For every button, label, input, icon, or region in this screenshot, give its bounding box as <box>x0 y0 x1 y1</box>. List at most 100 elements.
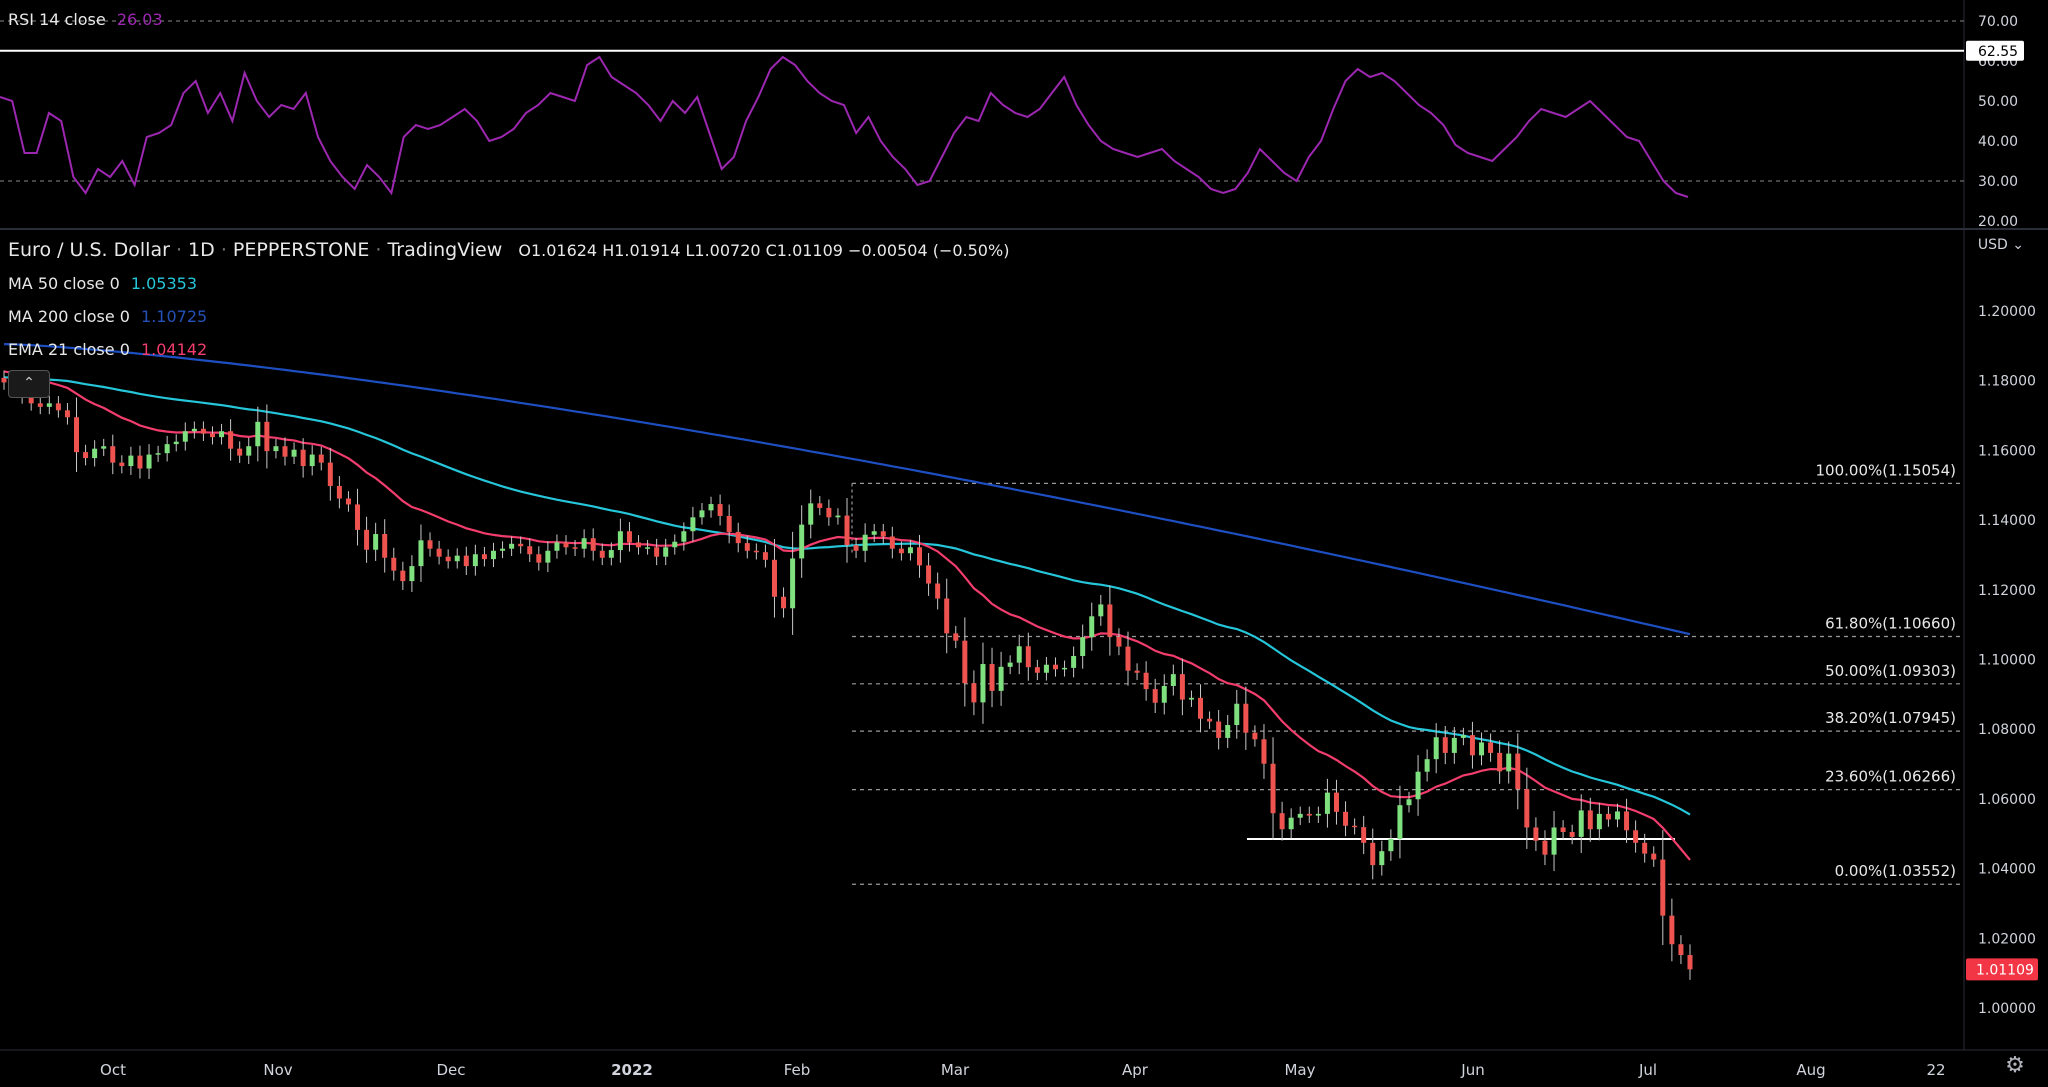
candle <box>1497 740 1503 784</box>
candle-body-down <box>1515 753 1521 790</box>
candle <box>1406 791 1412 813</box>
candle <box>309 445 315 476</box>
candle <box>762 544 768 568</box>
candle-body-up <box>1578 810 1584 837</box>
currency-selector[interactable]: USD ⌄ <box>1978 237 2024 253</box>
candle <box>1678 935 1684 965</box>
candle <box>1596 802 1602 841</box>
candle <box>1179 658 1185 716</box>
candle-body-down <box>717 504 723 516</box>
candle <box>645 539 651 555</box>
candle-body-up <box>1324 792 1330 814</box>
candle-body-down <box>1 377 7 383</box>
candle-body-down <box>37 403 43 407</box>
candle-body-down <box>110 446 116 463</box>
ema21-legend[interactable]: EMA 21 close 0 1.04142 <box>8 340 207 359</box>
candle <box>980 642 986 724</box>
candle <box>355 488 361 546</box>
candle-body-up <box>500 548 506 551</box>
candle <box>1614 803 1620 828</box>
candle <box>1515 733 1521 810</box>
candle <box>989 647 995 708</box>
candle-body-up <box>454 555 460 562</box>
time-tick-label: Oct <box>100 1061 126 1079</box>
candle-body-down <box>735 531 741 544</box>
ma50-legend-name: MA 50 close 0 <box>8 274 120 293</box>
candle-body-up <box>690 517 696 532</box>
candle <box>1479 732 1485 766</box>
candle <box>1560 820 1566 840</box>
candle-body-up <box>1234 703 1240 726</box>
candle-body-up <box>1170 674 1176 686</box>
candle <box>327 447 333 501</box>
candle-body-up <box>1614 811 1620 820</box>
symbol-legend[interactable]: Euro / U.S. Dollar · 1D · PEPPERSTONE · … <box>8 239 1010 261</box>
candle-body-down <box>1270 763 1276 814</box>
candle <box>164 435 170 462</box>
candle <box>735 522 741 553</box>
candle-body-down <box>427 540 433 549</box>
candle-body-down <box>391 557 397 571</box>
candle <box>998 651 1004 706</box>
candle <box>1143 661 1149 701</box>
time-tick-label: Dec <box>436 1061 465 1079</box>
candle <box>1642 833 1648 863</box>
candle <box>173 434 179 452</box>
candle <box>1397 785 1403 859</box>
settings-gear-icon[interactable]: ⚙ <box>2005 1053 2025 1078</box>
candle <box>1524 767 1530 849</box>
candle-body-up <box>1433 737 1439 760</box>
candle <box>137 445 143 479</box>
candle-body-up <box>1424 759 1430 772</box>
candle <box>1569 824 1575 845</box>
candle <box>781 587 787 618</box>
candle-body-up <box>998 666 1004 691</box>
candle <box>1388 829 1394 861</box>
candle <box>1025 632 1031 681</box>
candle-body-down <box>1442 737 1448 753</box>
candle <box>608 542 614 566</box>
candle <box>527 538 533 563</box>
candle-body-up <box>409 566 415 582</box>
candle <box>200 421 206 441</box>
candle-body-down <box>1252 732 1258 740</box>
candle-body-down <box>1633 830 1639 843</box>
candle-body-down <box>1333 792 1339 812</box>
candle <box>889 526 895 559</box>
candle-body-down <box>364 529 370 550</box>
candle <box>1252 725 1258 747</box>
collapse-legend-button[interactable]: ⌃ <box>8 370 50 398</box>
candle <box>699 503 705 525</box>
rsi-legend[interactable]: RSI 14 close 26.03 <box>8 10 163 29</box>
rsi-series-path <box>0 55 1689 198</box>
candle-body-down <box>1152 689 1158 703</box>
currency-label: USD <box>1977 237 2008 253</box>
candle <box>1071 646 1077 678</box>
candle-body-up <box>1397 805 1403 839</box>
candle <box>1633 820 1639 853</box>
candle <box>898 541 904 561</box>
candle-body-up <box>907 547 913 554</box>
ma50-legend[interactable]: MA 50 close 0 1.05353 <box>8 274 197 293</box>
candle <box>1107 585 1113 656</box>
candle <box>110 434 116 475</box>
candle <box>907 539 913 561</box>
candle <box>445 549 451 569</box>
price-tick-label: 1.04000 <box>1978 862 2036 878</box>
candle <box>808 489 814 539</box>
candle-body-down <box>1343 811 1349 826</box>
candle <box>935 572 941 610</box>
candle-body-down <box>1125 646 1131 671</box>
candle <box>799 505 805 578</box>
candle <box>472 544 478 576</box>
ma200-legend[interactable]: MA 200 close 0 1.10725 <box>8 307 207 326</box>
candle <box>509 536 515 556</box>
candle-body-down <box>237 448 243 456</box>
candle-body-down <box>599 550 605 558</box>
price-tick-label: 1.16000 <box>1978 443 2036 459</box>
chevron-down-icon: ⌄ <box>2012 237 2024 253</box>
candle <box>119 455 125 474</box>
candle-body-up <box>708 504 714 511</box>
candle <box>944 578 950 654</box>
